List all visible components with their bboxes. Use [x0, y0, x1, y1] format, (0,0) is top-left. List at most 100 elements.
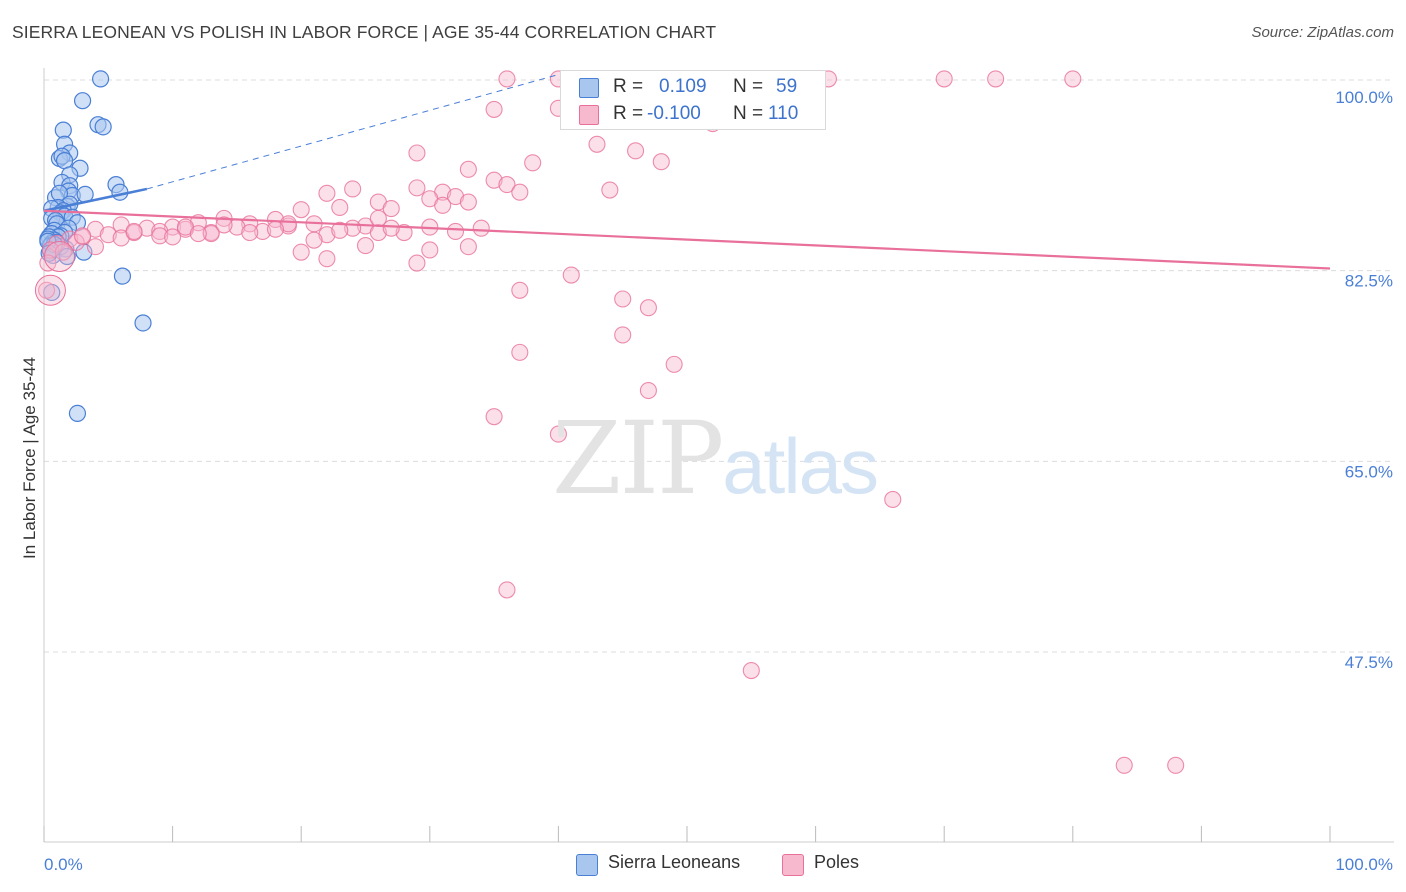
legend-n-value: 110	[768, 103, 799, 124]
pole-point-cluster	[43, 241, 75, 273]
sierra-leonean-point	[134, 314, 152, 332]
bottom-legend-poles[interactable]: Poles	[782, 852, 902, 876]
watermark: ZIPatlas	[552, 400, 879, 517]
pole-point	[331, 221, 349, 239]
pole-point	[446, 222, 465, 240]
pole-point	[86, 238, 104, 256]
sierra-leoneans-trend-line	[43, 187, 148, 212]
pole-point	[395, 223, 413, 242]
legend-n-label: N =	[733, 76, 764, 97]
pole-point	[408, 179, 426, 197]
legend-swatch-pink	[782, 854, 804, 876]
poles-points	[34, 70, 1185, 774]
pole-point	[549, 425, 567, 443]
pole-point	[511, 183, 529, 201]
pole-point	[562, 266, 580, 284]
legend-row-sierra-leoneans: R = 0.109 N = 59	[561, 73, 825, 99]
pole-point	[164, 228, 182, 246]
legend-r-label: R =	[613, 103, 644, 124]
pole-point	[125, 222, 143, 240]
watermark-atlas: atlas	[722, 422, 879, 510]
pole-point	[292, 243, 310, 261]
chart-title: SIERRA LEONEAN VS POLISH IN LABOR FORCE …	[12, 22, 717, 42]
pole-point	[99, 226, 117, 244]
pole-point	[189, 225, 207, 243]
pole-point	[485, 408, 503, 426]
pole-point	[318, 250, 336, 268]
pole-point	[369, 209, 387, 227]
pole-point	[1115, 756, 1133, 774]
pole-point	[601, 181, 619, 199]
pole-point	[241, 223, 259, 242]
legend-r-value: -0.100	[647, 103, 701, 124]
axes	[43, 68, 1394, 843]
pole-point	[38, 281, 56, 299]
pole-point	[524, 154, 542, 172]
pole-point	[331, 198, 349, 217]
y-tick-label: 100.0%	[1335, 88, 1393, 107]
pole-point	[459, 193, 477, 211]
pole-point	[39, 254, 57, 272]
sierra-leonean-point	[54, 121, 72, 139]
legend-n-value: 59	[776, 76, 798, 97]
y-axis-label: In Labor Force | Age 35-44	[20, 357, 39, 559]
pole-point	[408, 144, 426, 162]
pole-point	[485, 100, 503, 118]
pole-point	[318, 226, 336, 244]
poles-trend-line	[43, 209, 1331, 270]
pole-point	[369, 223, 387, 242]
sierra-leoneans-trend-extension	[146, 74, 559, 190]
legend-label-sierra-leoneans: Sierra Leoneans	[608, 852, 741, 872]
sierra-leonean-point	[94, 118, 112, 136]
pole-point	[459, 160, 477, 178]
legend-swatch-blue	[576, 854, 598, 876]
pole-point	[151, 222, 169, 240]
pole-point	[292, 201, 310, 219]
sierra-leonean-point	[91, 70, 110, 88]
pole-point	[639, 299, 657, 317]
pole-point	[408, 254, 426, 272]
pole-point	[164, 218, 182, 236]
pole-point	[511, 281, 529, 299]
pole-point	[138, 219, 156, 237]
pole-point	[74, 227, 92, 245]
pole-point	[434, 196, 452, 214]
pole-point	[382, 200, 400, 218]
pole-point	[1064, 70, 1082, 88]
pole-point	[1167, 756, 1185, 774]
pole-point	[54, 243, 72, 261]
sierra-leonean-point	[113, 267, 132, 285]
pole-point	[498, 581, 516, 599]
pole-point	[935, 70, 953, 88]
pole-point	[498, 176, 516, 194]
pole-point	[639, 381, 657, 400]
pole-point-cluster	[34, 274, 66, 306]
pole-point	[498, 70, 516, 88]
tick-labels: 100.0% 82.5% 65.0% 47.5% 0.0% 100.0%	[44, 88, 1393, 874]
pole-point	[614, 290, 632, 308]
sierra-leonean-point	[68, 404, 87, 422]
legend-r-label: R =	[613, 76, 644, 97]
bottom-legend-sierra-leoneans[interactable]: Sierra Leoneans	[576, 852, 776, 876]
pole-point	[344, 180, 362, 198]
legend-row-poles: R = -0.100 N = 110	[561, 100, 825, 126]
pole-point	[279, 215, 297, 233]
pole-point	[305, 231, 323, 249]
legend-box: R = 0.109 N = 59 R = -0.100 N = 110	[560, 70, 826, 130]
pole-point	[588, 135, 606, 153]
legend-n-label: N =	[733, 103, 764, 124]
grid-lines	[44, 79, 1394, 653]
pole-point	[742, 661, 760, 680]
pole-point	[485, 171, 503, 189]
pole-point	[356, 237, 375, 255]
pole-point	[652, 153, 670, 171]
pole-point	[266, 220, 285, 238]
pole-point	[382, 219, 400, 237]
watermark-zip: ZIP	[552, 400, 724, 517]
pole-point	[41, 241, 59, 259]
x-tick-label: 100.0%	[1335, 855, 1393, 874]
legend-label-poles: Poles	[814, 852, 860, 872]
pole-point	[446, 188, 465, 206]
pole-point	[318, 184, 336, 202]
